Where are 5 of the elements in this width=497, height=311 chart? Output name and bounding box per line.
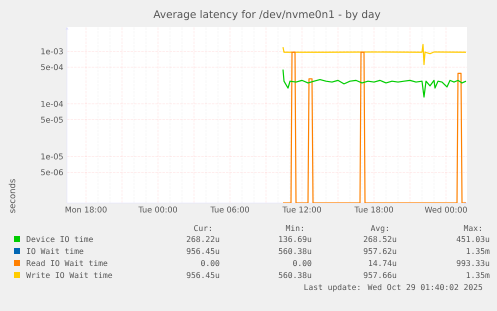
y-axis-title: seconds bbox=[8, 179, 16, 213]
line-series bbox=[282, 44, 467, 66]
chart-title: Average latency for /dev/nvme0n1 - by day bbox=[153, 10, 380, 20]
line-series bbox=[282, 68, 467, 98]
line-series bbox=[282, 52, 468, 205]
